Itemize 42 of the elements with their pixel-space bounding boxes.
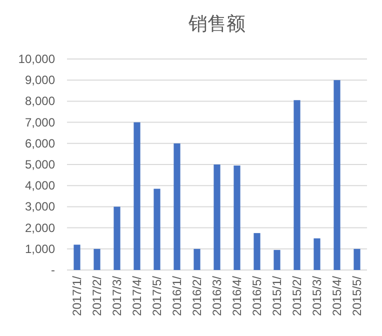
bar (154, 188, 160, 270)
x-tick-label: 2017/2/ (90, 275, 104, 316)
x-tick-label: 2017/5/ (150, 275, 164, 316)
bar (334, 80, 340, 270)
bar (94, 248, 100, 270)
bar (214, 164, 220, 270)
y-tick-label: - (51, 263, 55, 277)
x-tick-label: 2015/5/ (350, 275, 364, 316)
chart-title: 销售额 (188, 13, 246, 35)
x-tick-label: 2017/3/ (110, 275, 124, 316)
bar (314, 238, 320, 270)
x-tick-label: 2015/1/ (270, 275, 284, 316)
x-tick-label: 2016/4/ (230, 275, 244, 316)
y-tick-label: 1,000 (24, 242, 56, 256)
bar (74, 244, 80, 270)
bar (294, 100, 300, 270)
x-tick-label: 2015/3/ (310, 275, 324, 316)
y-tick-label: 6,000 (24, 136, 56, 150)
y-tick-label: 10,000 (18, 52, 56, 66)
bar (354, 248, 360, 270)
bar (254, 233, 260, 270)
y-tick-label: 8,000 (24, 94, 56, 108)
y-tick-label: 7,000 (24, 115, 56, 130)
x-tick-label: 2016/3/ (210, 275, 224, 316)
bar (134, 122, 140, 270)
x-tick-label: 2016/1/ (170, 275, 184, 316)
x-tick-label: 2015/4/ (330, 275, 344, 316)
x-tick-label: 2016/2/ (190, 275, 204, 316)
bar (274, 250, 280, 270)
x-tick-label: 2015/2/ (290, 275, 304, 316)
y-tick-label: 5,000 (24, 158, 56, 172)
y-tick-label: 4,000 (24, 178, 56, 193)
y-tick-label: 9,000 (24, 73, 56, 88)
bar (234, 166, 240, 270)
y-tick-label: 3,000 (24, 200, 56, 214)
x-tick-label: 2017/4/ (130, 275, 144, 316)
bar (114, 206, 120, 270)
x-tick-label: 2016/5/ (250, 275, 264, 316)
bar (194, 248, 200, 270)
x-tick-label: 2017/1/ (70, 275, 84, 316)
y-tick-label: 2,000 (24, 220, 56, 235)
bar (174, 143, 180, 270)
